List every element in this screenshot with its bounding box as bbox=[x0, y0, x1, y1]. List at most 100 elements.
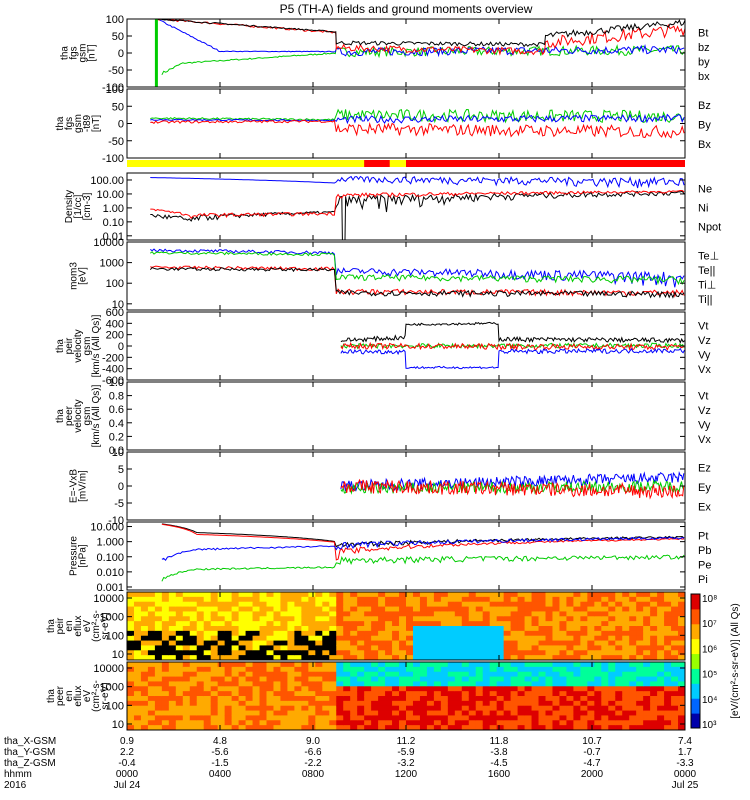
spectrogram-cell bbox=[385, 601, 393, 608]
spectrogram-cell bbox=[580, 621, 588, 627]
spectrogram-cell bbox=[147, 630, 156, 637]
spectrogram-cell bbox=[266, 686, 275, 692]
spike bbox=[154, 19, 158, 87]
spectrogram-cell bbox=[273, 671, 282, 678]
spectrogram-cell bbox=[133, 725, 142, 730]
spectrogram-cell bbox=[629, 720, 637, 726]
spectrogram-cell bbox=[440, 691, 449, 697]
spectrogram-cell bbox=[245, 655, 254, 660]
spectrogram-cell bbox=[594, 596, 602, 603]
spectrogram-cell bbox=[531, 630, 540, 637]
spectrogram-cell bbox=[364, 626, 372, 632]
spectrogram-cell bbox=[587, 720, 595, 726]
spectrogram-cell bbox=[433, 720, 442, 726]
spectrogram-cell bbox=[350, 650, 358, 656]
spectrogram-cell bbox=[503, 626, 512, 632]
spectrogram-cell bbox=[273, 630, 282, 637]
spectrogram-cell bbox=[329, 621, 337, 627]
y-gsm-value: -6.6 bbox=[304, 747, 322, 758]
spectrogram-cell bbox=[461, 640, 470, 647]
spectrogram-cell bbox=[433, 676, 442, 683]
spectrogram-cell bbox=[496, 676, 505, 683]
spectrogram-cell bbox=[475, 655, 484, 660]
spectrogram-cell bbox=[426, 715, 435, 721]
spectrogram-cell bbox=[308, 611, 316, 617]
spectrogram-cell bbox=[517, 720, 526, 726]
spectrogram-cell bbox=[280, 621, 289, 627]
spectrogram-cell bbox=[217, 666, 226, 673]
y-tick-label: 10 bbox=[112, 299, 124, 311]
spectrogram-cell bbox=[378, 630, 386, 637]
spectrogram-cell bbox=[545, 700, 554, 707]
spectrogram-cell bbox=[378, 666, 386, 673]
spectrogram-cell bbox=[189, 666, 198, 673]
spectrogram-cell bbox=[350, 606, 358, 613]
spectrogram-cell bbox=[154, 671, 163, 678]
spectrogram-cell bbox=[671, 650, 679, 656]
spectrogram-cell bbox=[161, 635, 170, 642]
spectrogram-cell bbox=[343, 635, 351, 642]
spectrogram-cell bbox=[210, 601, 219, 608]
spectrogram-cell bbox=[224, 640, 233, 647]
spectrogram-cell bbox=[594, 645, 602, 651]
spectrogram-cell bbox=[461, 630, 470, 637]
spectrogram-cell bbox=[678, 596, 685, 603]
spectrogram-cell bbox=[238, 592, 247, 598]
spectrogram-cell bbox=[287, 616, 295, 622]
spectrogram-cell bbox=[259, 655, 268, 660]
spectrogram-cell bbox=[350, 626, 358, 632]
y-axis-label: [km/s (All Qs)] bbox=[91, 384, 102, 447]
spectrogram-cell bbox=[419, 676, 428, 683]
spectrogram-cell bbox=[385, 696, 393, 702]
spectrogram-cell bbox=[419, 710, 428, 717]
legend-Ti⊥: Ti⊥ bbox=[698, 279, 716, 291]
spectrogram-cell bbox=[203, 606, 212, 613]
spectrogram-cell bbox=[336, 725, 344, 730]
hhmm-value: 1600 bbox=[488, 769, 511, 780]
spectrogram-cell bbox=[559, 645, 568, 651]
y-tick-label: 10 bbox=[112, 719, 124, 731]
spectrogram-cell bbox=[315, 616, 323, 622]
spectrogram-cell bbox=[468, 666, 477, 673]
legend-by: by bbox=[698, 56, 710, 68]
spectrogram-cell bbox=[573, 662, 581, 668]
spectrogram-cell bbox=[461, 650, 470, 656]
y-tick-label: 0 bbox=[118, 48, 124, 60]
spectrogram-cell bbox=[622, 640, 630, 647]
spectrogram-cell bbox=[433, 662, 442, 668]
spectrogram-cell bbox=[643, 720, 651, 726]
panel-frame bbox=[126, 241, 686, 311]
spectrogram-cell bbox=[440, 700, 449, 707]
spectrogram-cell bbox=[329, 676, 337, 683]
spectrogram-cell bbox=[371, 640, 379, 647]
spectrogram-cell bbox=[657, 601, 665, 608]
spectrogram-cell bbox=[636, 700, 644, 707]
spectrogram-cell bbox=[664, 626, 672, 632]
spectrogram-cell bbox=[629, 626, 637, 632]
spectrogram-cell bbox=[280, 720, 289, 726]
spectrogram-cell bbox=[322, 596, 330, 603]
panel-peer_vel: 1.00.80.60.40.20.0thapeervelocitygsm[km/… bbox=[55, 377, 711, 457]
spectrogram-cell bbox=[343, 671, 351, 678]
panel-frame bbox=[126, 88, 686, 159]
spectrogram-cell bbox=[622, 635, 630, 642]
spectrogram-cell bbox=[538, 696, 547, 702]
spectrogram-cell bbox=[133, 705, 142, 712]
spectrogram-cell bbox=[378, 662, 386, 668]
spectrogram-cell bbox=[629, 700, 637, 707]
spectrogram-cell bbox=[671, 596, 679, 603]
spectrogram-cell bbox=[294, 696, 302, 702]
spectrogram-cell bbox=[496, 691, 505, 697]
spectrogram-cell bbox=[294, 710, 302, 717]
spectrogram-cell bbox=[496, 640, 505, 647]
spectrogram-cell bbox=[399, 676, 407, 683]
spectrogram-cell bbox=[273, 592, 282, 598]
spectrogram-cell bbox=[678, 601, 685, 608]
spectrogram-cell bbox=[147, 710, 156, 717]
spectrogram-cell bbox=[594, 606, 602, 613]
spectrogram-cell bbox=[245, 725, 254, 730]
spectrogram-cell bbox=[133, 626, 142, 632]
spectrogram-cell bbox=[482, 655, 491, 660]
spectrogram-cell bbox=[552, 705, 561, 712]
spectrogram-cell bbox=[566, 596, 574, 603]
